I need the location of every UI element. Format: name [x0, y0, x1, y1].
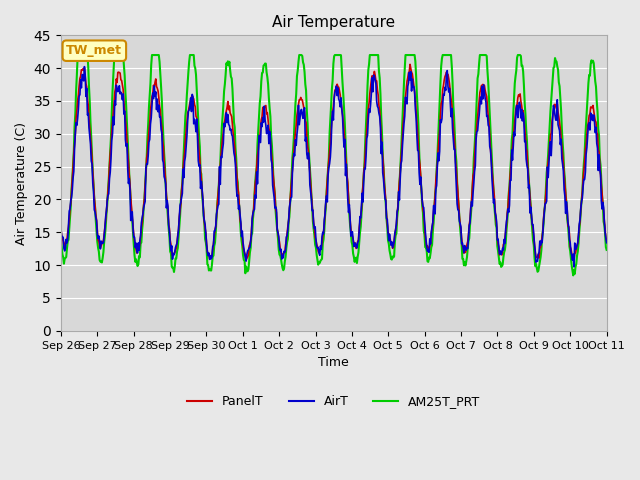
PanelT — [243, 257, 250, 263]
PanelT — [123, 137, 131, 143]
AM25T_PRT — [124, 140, 132, 145]
Title: Air Temperature: Air Temperature — [272, 15, 396, 30]
PanelT — [417, 187, 425, 193]
AirT — [208, 254, 216, 260]
Line: AirT: AirT — [61, 67, 607, 267]
Y-axis label: Air Temperature (C): Air Temperature (C) — [15, 121, 28, 245]
AirT — [603, 240, 611, 246]
PanelT — [179, 180, 186, 186]
AirT — [417, 174, 424, 180]
Line: AM25T_PRT: AM25T_PRT — [61, 55, 607, 276]
AM25T_PRT — [603, 247, 611, 253]
AM25T_PRT — [179, 164, 187, 169]
AM25T_PRT — [74, 52, 82, 58]
X-axis label: Time: Time — [318, 356, 349, 369]
AM25T_PRT — [417, 176, 424, 181]
AirT — [401, 113, 408, 119]
PanelT — [57, 225, 65, 231]
AirT — [179, 166, 187, 172]
Line: PanelT: PanelT — [61, 64, 607, 260]
Legend: PanelT, AirT, AM25T_PRT: PanelT, AirT, AM25T_PRT — [182, 390, 486, 413]
AM25T_PRT — [208, 262, 216, 267]
AirT — [67, 198, 75, 204]
AM25T_PRT — [67, 204, 75, 209]
AM25T_PRT — [570, 273, 577, 278]
AM25T_PRT — [57, 238, 65, 244]
PanelT — [603, 238, 611, 243]
AirT — [57, 225, 65, 230]
AM25T_PRT — [401, 65, 408, 71]
PanelT — [401, 101, 408, 107]
PanelT — [406, 61, 414, 67]
Text: TW_met: TW_met — [67, 44, 122, 57]
AirT — [124, 165, 132, 171]
AirT — [570, 264, 578, 270]
PanelT — [207, 253, 215, 259]
PanelT — [67, 200, 75, 206]
AirT — [81, 64, 88, 70]
